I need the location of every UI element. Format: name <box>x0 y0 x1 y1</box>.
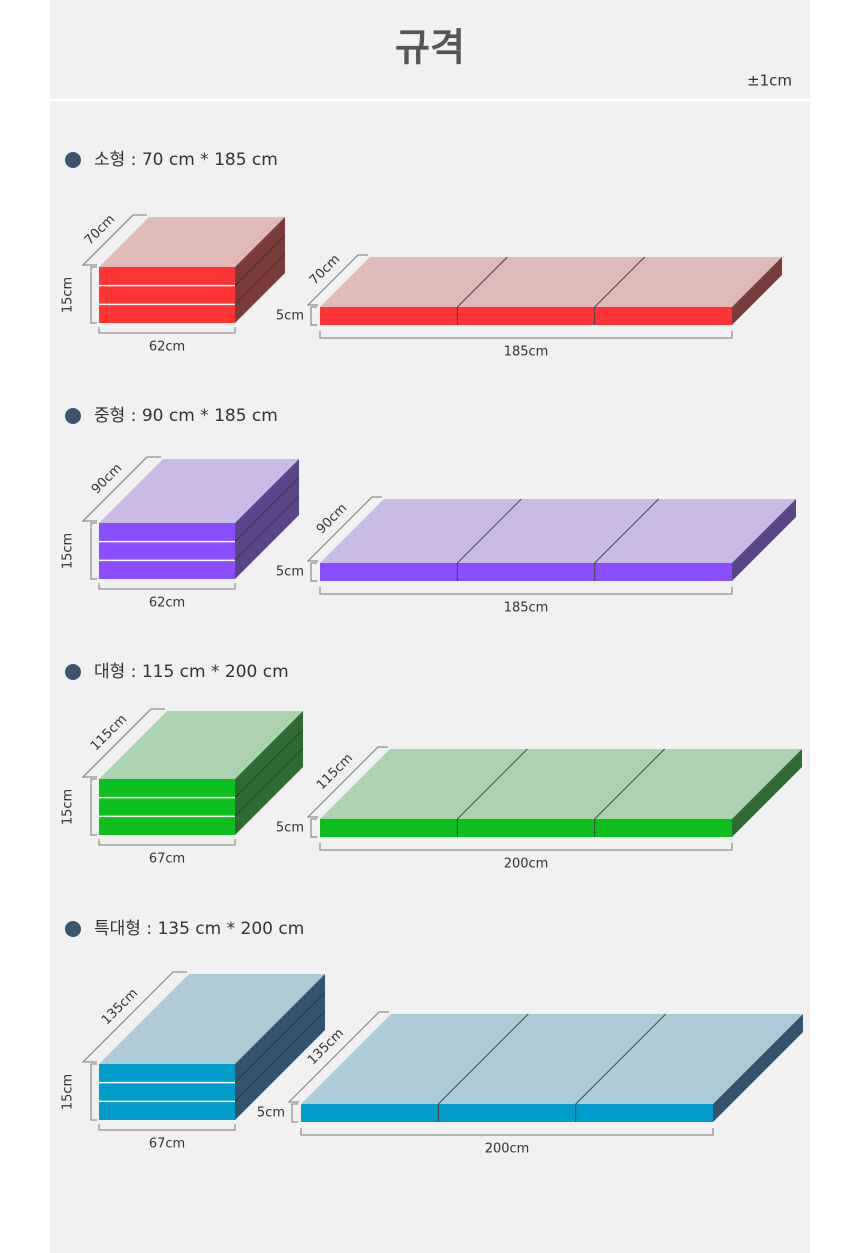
dim-label: 200cm <box>504 857 549 872</box>
unfolded-top <box>320 749 802 819</box>
bracket <box>90 522 97 580</box>
layer-line <box>234 992 326 1084</box>
layer-line <box>234 235 286 287</box>
bullet <box>65 408 81 424</box>
bracket <box>98 583 236 590</box>
fold-line <box>575 1013 667 1105</box>
unfolded-top <box>320 499 796 563</box>
unfolded-front <box>301 1104 713 1122</box>
folded-front <box>99 523 235 579</box>
bullet <box>65 664 81 680</box>
bracket <box>319 331 733 339</box>
bracket <box>310 818 317 838</box>
dim-label: 15cm <box>61 789 76 825</box>
bracket <box>287 1011 389 1103</box>
fold-line <box>594 748 666 820</box>
bullet <box>65 921 81 937</box>
folded-side <box>235 974 325 1120</box>
layer-line <box>234 253 286 305</box>
folded-side <box>235 217 285 323</box>
dim-label: 62cm <box>149 596 185 611</box>
bracket <box>90 1063 97 1121</box>
tolerance: ±1cm <box>747 72 792 90</box>
bracket <box>81 214 147 266</box>
bracket <box>310 306 317 326</box>
bracket <box>98 839 236 846</box>
bracket <box>81 708 165 778</box>
bracket <box>98 1124 236 1131</box>
folded-front <box>99 267 235 323</box>
dim-label: 185cm <box>504 601 549 616</box>
unfolded-front <box>320 307 732 325</box>
dim-label: 67cm <box>149 852 185 867</box>
bracket <box>306 746 388 818</box>
dim-label: 15cm <box>61 533 76 569</box>
bullet <box>65 152 81 168</box>
dim-label: 185cm <box>504 345 549 360</box>
bracket <box>81 456 161 522</box>
bracket <box>98 327 236 334</box>
folded-top <box>99 217 285 267</box>
dim-label: 62cm <box>149 340 185 355</box>
fold-line <box>456 748 528 820</box>
layer-line <box>234 477 300 543</box>
unfolded-side <box>713 1014 803 1122</box>
folded-front <box>99 1064 235 1120</box>
fold-line <box>456 256 508 308</box>
bracket <box>306 254 368 306</box>
bracket <box>81 971 187 1063</box>
layer-line <box>234 729 304 799</box>
section-heading: 대형 : 115 cm * 200 cm <box>94 662 289 682</box>
bracket <box>300 1128 714 1136</box>
folded-top <box>99 974 325 1064</box>
unfolded-front <box>320 819 732 837</box>
bracket <box>291 1103 298 1123</box>
bracket <box>319 587 733 595</box>
fold-line <box>456 498 522 564</box>
fold-line <box>594 256 646 308</box>
section-heading: 특대형 : 135 cm * 200 cm <box>94 919 304 939</box>
folded-side <box>235 711 303 835</box>
bracket <box>306 496 382 562</box>
unfolded-top <box>301 1014 803 1104</box>
folded-top <box>99 459 299 523</box>
title: 규격 <box>395 26 465 70</box>
unfolded-front <box>320 563 732 581</box>
bracket <box>319 843 733 851</box>
dim-label: 200cm <box>485 1142 530 1157</box>
section-heading: 소형 : 70 cm * 185 cm <box>94 150 278 170</box>
layer-line <box>234 495 300 561</box>
unfolded-top <box>320 257 782 307</box>
section-heading: 중형 : 90 cm * 185 cm <box>94 406 278 426</box>
bracket <box>90 266 97 324</box>
unfolded-side <box>732 257 782 325</box>
dim-label: 15cm <box>61 277 76 313</box>
unfolded-side <box>732 749 802 837</box>
dim-label: 5cm <box>276 309 304 324</box>
bracket <box>310 562 317 582</box>
folded-side <box>235 459 299 579</box>
dim-label: 5cm <box>276 821 304 836</box>
dim-label: 67cm <box>149 1137 185 1152</box>
dim-label: 5cm <box>276 565 304 580</box>
dim-label: 5cm <box>257 1106 285 1121</box>
fold-line <box>594 498 660 564</box>
bracket <box>90 778 97 836</box>
folded-front <box>99 779 235 835</box>
layer-line <box>234 747 304 817</box>
unfolded-side <box>732 499 796 581</box>
fold-line <box>437 1013 529 1105</box>
layer-line <box>234 1010 326 1102</box>
dim-label: 15cm <box>61 1074 76 1110</box>
